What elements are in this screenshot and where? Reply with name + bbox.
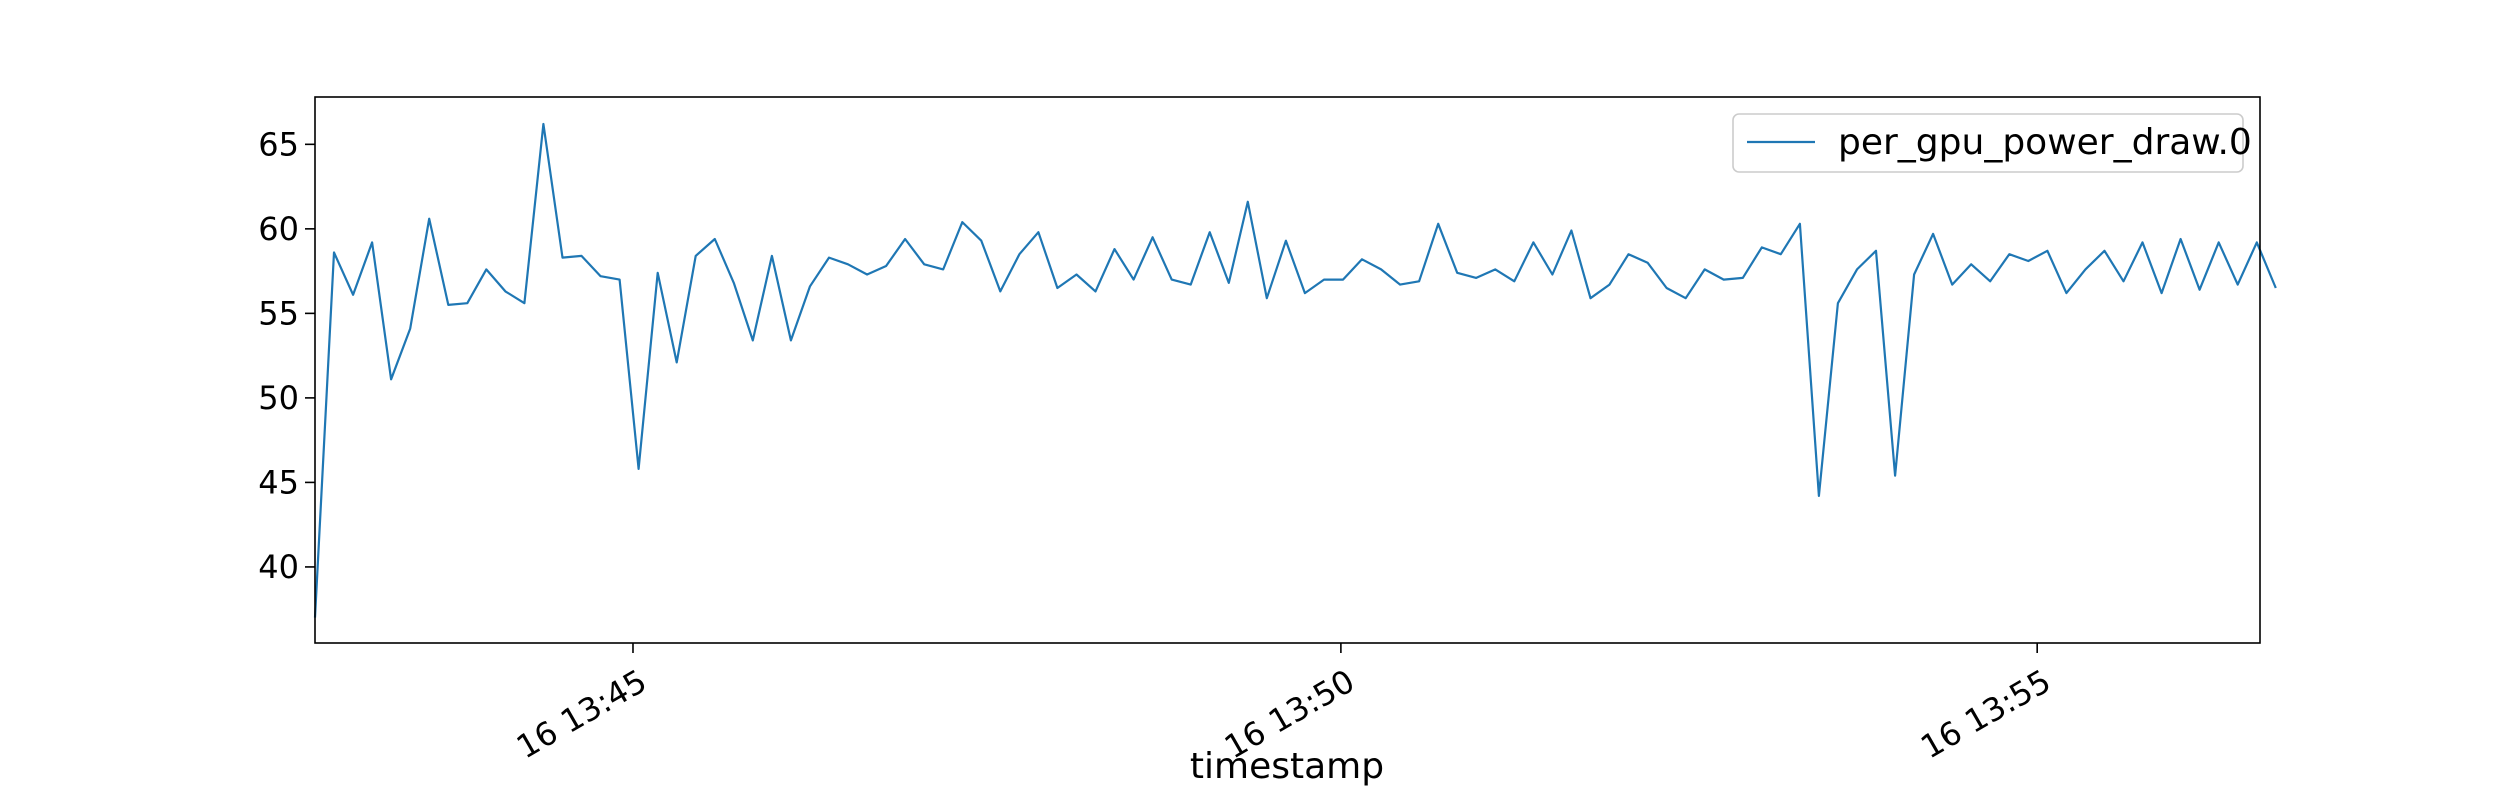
legend-box: [1732, 113, 2244, 173]
y-tick-label: 50: [258, 379, 299, 417]
legend-label: per_gpu_power_draw.0: [1838, 122, 2252, 163]
y-tick-label: 55: [258, 294, 299, 332]
plot-area: [315, 97, 2260, 643]
x-tick-label: 16 13:45: [510, 662, 653, 766]
y-tick-label: 40: [258, 548, 299, 586]
series-line: [313, 122, 2277, 618]
y-axis: 40 45 50 55 60 65: [258, 125, 315, 586]
x-tick-label: 16 13:55: [1914, 662, 2057, 766]
y-tick-label: 60: [258, 210, 299, 248]
y-tick-label: 45: [258, 463, 299, 501]
series-layer: [313, 122, 2277, 618]
legend: per_gpu_power_draw.0: [1732, 113, 2252, 173]
y-tick-label: 65: [258, 125, 299, 163]
plot-frame: [314, 96, 2261, 644]
x-axis-title: timestamp: [1190, 746, 1384, 787]
